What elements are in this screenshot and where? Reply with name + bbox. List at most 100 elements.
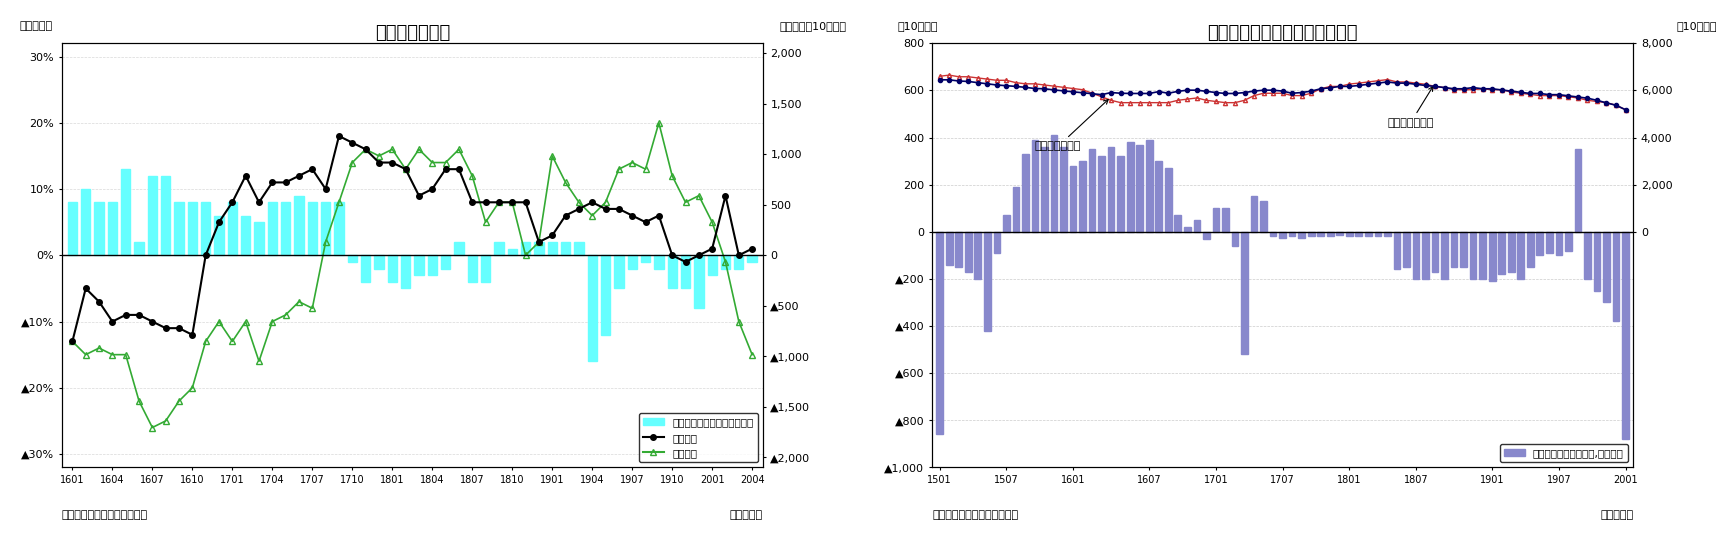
Bar: [1480, 232, 1485, 279]
Bar: [375, 255, 383, 268]
Bar: [1022, 154, 1029, 232]
Bar: [1088, 149, 1095, 232]
Text: （10億円）: （10億円）: [1677, 21, 1717, 31]
Bar: [1383, 232, 1390, 237]
Bar: [1421, 232, 1428, 279]
Bar: [1031, 140, 1038, 232]
Bar: [1356, 232, 1363, 237]
Bar: [955, 232, 962, 267]
Bar: [1489, 232, 1496, 281]
Bar: [1594, 232, 1601, 291]
Bar: [601, 255, 610, 335]
Bar: [694, 255, 703, 308]
Bar: [547, 242, 556, 255]
Bar: [1546, 232, 1553, 253]
Bar: [428, 255, 437, 275]
Bar: [149, 176, 157, 255]
Bar: [1375, 232, 1382, 237]
Bar: [1136, 145, 1143, 232]
Bar: [984, 232, 991, 330]
Bar: [748, 255, 756, 262]
Bar: [1204, 232, 1209, 239]
Bar: [1166, 168, 1171, 232]
Bar: [1326, 232, 1333, 237]
Bar: [282, 202, 290, 255]
Bar: [1518, 232, 1525, 279]
Bar: [321, 202, 330, 255]
Legend: 貿易収支（季節調整値,左目盛）: 貿易収支（季節調整値,左目盛）: [1499, 444, 1629, 462]
Bar: [1565, 232, 1572, 251]
Bar: [1041, 147, 1048, 232]
Bar: [573, 242, 584, 255]
Text: （年・月）: （年・月）: [1599, 510, 1634, 520]
Bar: [494, 242, 504, 255]
Bar: [200, 202, 211, 255]
Bar: [1250, 197, 1257, 232]
Bar: [1107, 147, 1114, 232]
Bar: [135, 242, 143, 255]
Bar: [587, 255, 598, 361]
Bar: [946, 232, 953, 265]
Bar: [1527, 232, 1534, 267]
Bar: [307, 202, 318, 255]
Title: 貿易収支（季節調整値）の推移: 貿易収支（季節調整値）の推移: [1207, 24, 1357, 42]
Text: （前年比）: （前年比）: [19, 21, 54, 31]
Bar: [1117, 157, 1124, 232]
Bar: [1451, 232, 1458, 267]
Bar: [534, 242, 544, 255]
Bar: [1470, 232, 1477, 279]
Bar: [95, 202, 104, 255]
Bar: [228, 202, 237, 255]
Bar: [1269, 232, 1276, 237]
Bar: [480, 255, 490, 282]
Title: 貿易収支の推移: 貿易収支の推移: [375, 24, 451, 42]
Bar: [965, 232, 972, 272]
Bar: [1079, 161, 1086, 232]
Bar: [522, 242, 530, 255]
Bar: [1012, 187, 1019, 232]
Bar: [1499, 232, 1504, 274]
Legend: 貿易収支・前年差（右目盛）, 輸出金額, 輸入金額: 貿易収支・前年差（右目盛）, 輸出金額, 輸入金額: [639, 413, 758, 462]
Bar: [1556, 232, 1563, 255]
Bar: [668, 255, 677, 288]
Bar: [655, 255, 663, 268]
Bar: [1394, 232, 1401, 269]
Bar: [335, 202, 344, 255]
Bar: [993, 232, 1000, 253]
Bar: [347, 255, 357, 262]
Bar: [1261, 201, 1268, 232]
Bar: [414, 255, 423, 275]
Bar: [615, 255, 623, 288]
Bar: [1147, 140, 1152, 232]
Text: （年・月）: （年・月）: [731, 510, 763, 520]
Bar: [1155, 161, 1162, 232]
Bar: [1432, 232, 1439, 272]
Bar: [188, 202, 197, 255]
Bar: [1299, 232, 1306, 238]
Bar: [1212, 208, 1219, 232]
Bar: [508, 248, 516, 255]
Bar: [440, 255, 451, 268]
Bar: [720, 255, 731, 268]
Bar: [734, 255, 744, 268]
Bar: [708, 255, 717, 275]
Bar: [361, 255, 370, 282]
Bar: [1413, 232, 1420, 279]
Bar: [1223, 208, 1230, 232]
Bar: [1280, 232, 1287, 238]
Bar: [1098, 157, 1105, 232]
Text: 輸入（右目盛）: 輸入（右目盛）: [1034, 99, 1109, 151]
Bar: [214, 215, 225, 255]
Text: （10億円）: （10億円）: [896, 21, 938, 31]
Bar: [1603, 232, 1610, 302]
Bar: [174, 202, 183, 255]
Bar: [1050, 135, 1057, 232]
Bar: [1060, 147, 1067, 232]
Bar: [1231, 232, 1238, 246]
Bar: [1584, 232, 1591, 279]
Bar: [1242, 232, 1249, 354]
Bar: [268, 202, 276, 255]
Bar: [1622, 232, 1629, 439]
Bar: [1069, 166, 1076, 232]
Bar: [1318, 232, 1325, 237]
